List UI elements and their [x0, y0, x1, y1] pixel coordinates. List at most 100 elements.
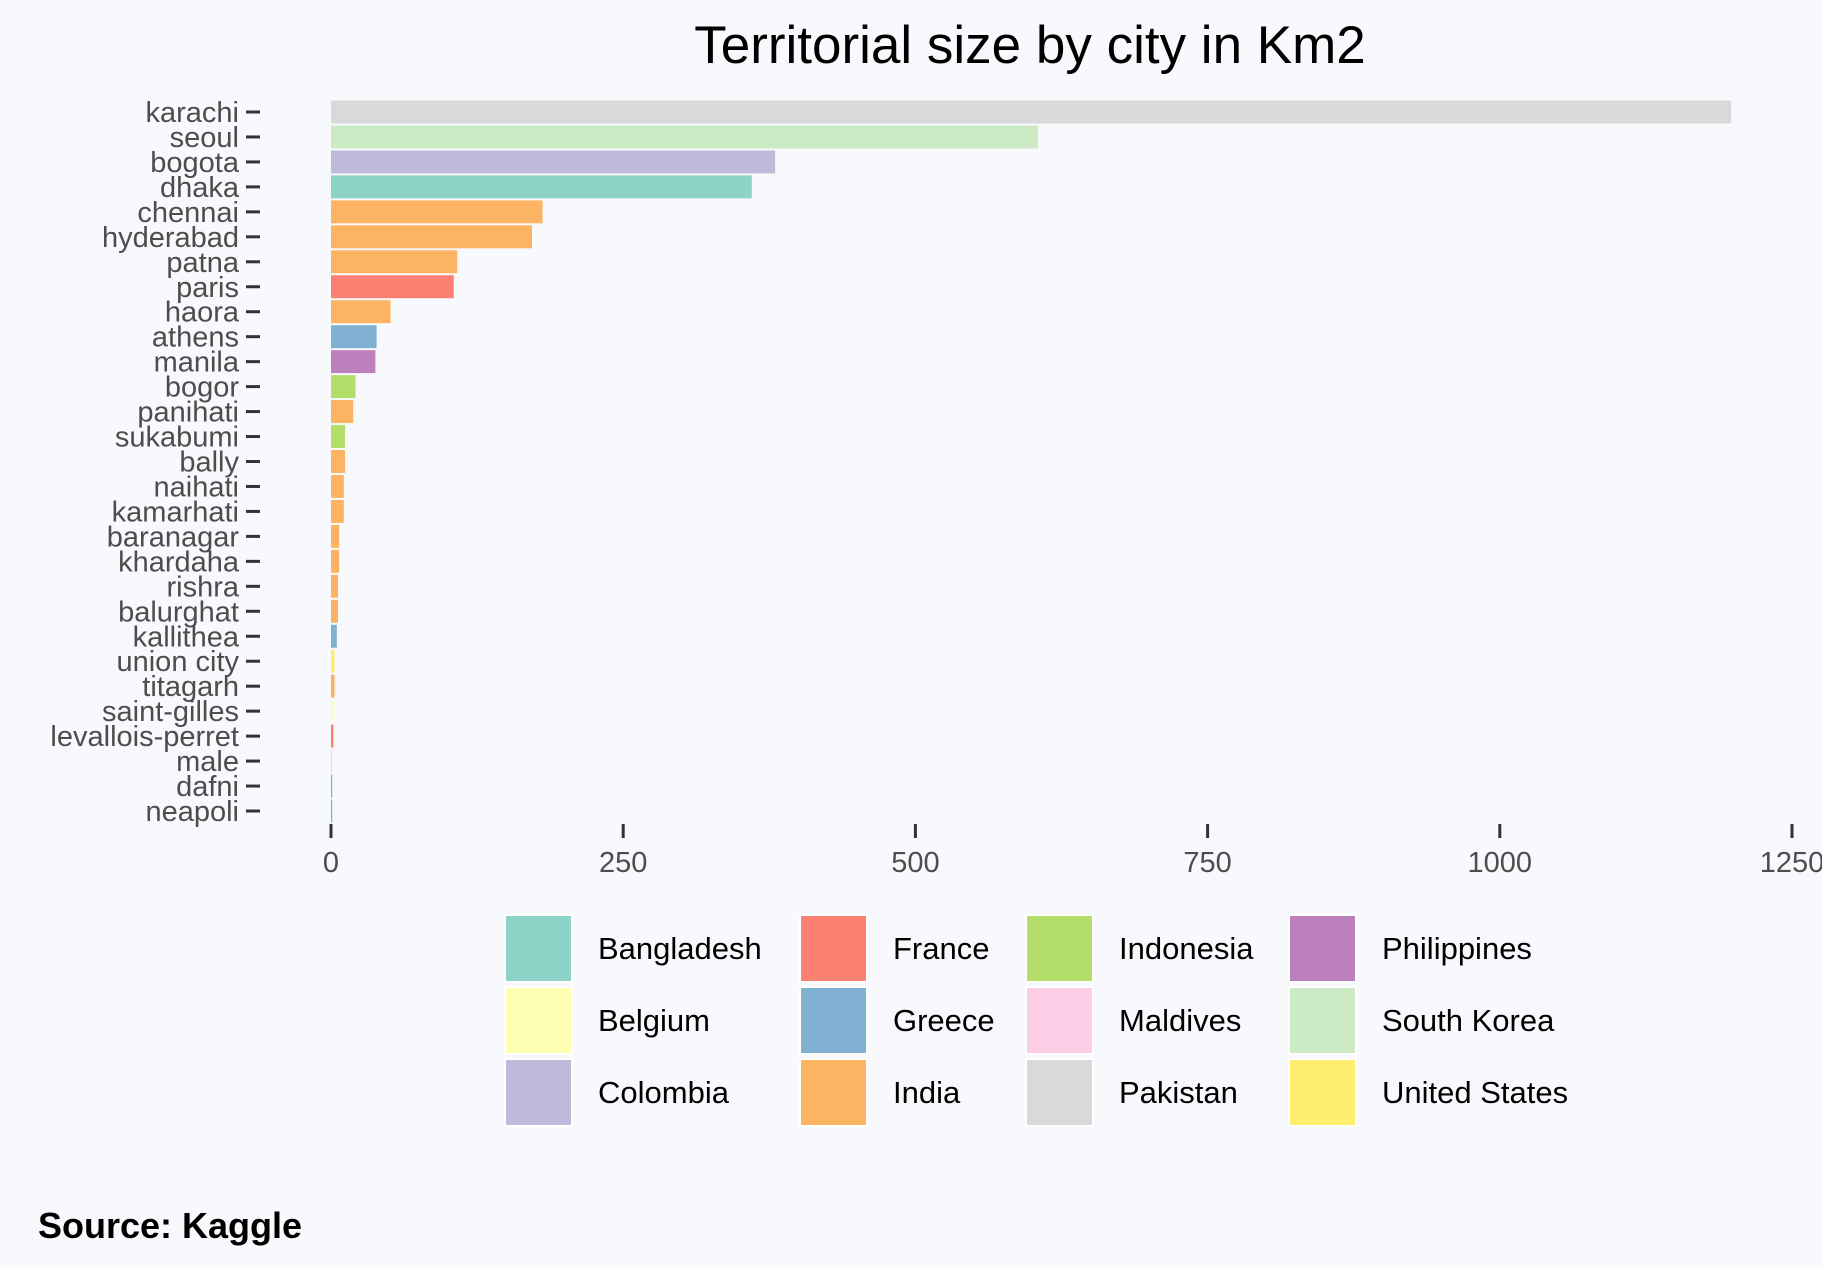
y-tick-label: levallois-perret [50, 721, 239, 753]
legend-item-indonesia: Indonesia [1025, 914, 1254, 983]
legend-label: India [893, 1075, 961, 1110]
x-tick-label: 0 [323, 847, 339, 879]
bar-naihati [331, 474, 344, 498]
legend-item-colombia: Colombia [504, 1058, 730, 1127]
bar-male [331, 749, 333, 773]
bar-rishra [331, 574, 339, 598]
legend-label: United States [1382, 1075, 1568, 1110]
y-tick-label: karachi [146, 97, 240, 129]
bar-manila [331, 350, 376, 374]
bars-layer [331, 100, 1732, 823]
bar-baranagar [331, 524, 340, 548]
legend-swatch [504, 914, 573, 983]
y-tick-label: kallithea [133, 621, 240, 653]
legend-swatch [799, 914, 868, 983]
bar-khardaha [331, 549, 340, 573]
bar-chennai [331, 200, 543, 224]
y-axis: karachiseoulbogotadhakachennaihyderabadp… [50, 97, 260, 828]
bar-kamarhati [331, 499, 344, 523]
y-tick-label: bally [179, 447, 239, 479]
legend-item-south-korea: South Korea [1288, 986, 1555, 1055]
chart-caption: Source: Kaggle [38, 1205, 302, 1246]
legend-label: Maldives [1119, 1003, 1241, 1038]
y-tick-label: dafni [176, 771, 239, 803]
legend-label: Greece [893, 1003, 995, 1038]
legend-swatch [504, 1058, 573, 1127]
x-tick-label: 1000 [1468, 847, 1533, 879]
chart-title: Territorial size by city in Km2 [694, 16, 1366, 75]
y-tick-label: haora [165, 297, 240, 329]
legend-item-pakistan: Pakistan [1025, 1058, 1238, 1127]
y-tick-label: bogota [150, 147, 240, 179]
y-tick-label: chennai [137, 197, 239, 229]
legend-label: Bangladesh [598, 931, 762, 966]
y-tick-label: naihati [154, 471, 239, 503]
legend-label: Philippines [1382, 931, 1532, 966]
y-tick-label: baranagar [107, 521, 240, 553]
bar-bally [331, 450, 346, 473]
legend-swatch [799, 1058, 868, 1127]
y-tick-label: seoul [170, 122, 239, 154]
bar-dafni [331, 774, 333, 798]
y-tick-label: hyderabad [102, 222, 239, 254]
bar-bogota [331, 150, 776, 174]
y-tick-label: saint-gilles [102, 696, 239, 728]
y-tick-label: balurghat [118, 596, 239, 628]
bar-paris [331, 275, 454, 299]
y-tick-label: patna [166, 247, 239, 279]
legend-label: Pakistan [1119, 1075, 1238, 1110]
legend-label: Colombia [598, 1075, 730, 1110]
y-tick-label: athens [152, 322, 239, 354]
legend-item-belgium: Belgium [504, 986, 710, 1055]
legend-item-india: India [799, 1058, 961, 1127]
bar-panihati [331, 400, 354, 424]
y-tick-label: sukabumi [115, 422, 239, 454]
legend-item-united-states: United States [1288, 1058, 1568, 1127]
bar-athens [331, 325, 377, 349]
bar-saint-gilles [331, 699, 334, 723]
legend-swatch [1288, 986, 1357, 1055]
legend-swatch [1025, 1058, 1094, 1127]
y-tick-label: neapoli [145, 796, 239, 828]
bar-karachi [331, 100, 1732, 124]
y-tick-label: union city [116, 646, 239, 678]
bar-balurghat [331, 599, 339, 623]
x-tick-label: 750 [1183, 847, 1231, 879]
bar-hyderabad [331, 225, 533, 249]
y-tick-label: manila [154, 347, 240, 379]
legend-item-bangladesh: Bangladesh [504, 914, 762, 983]
bar-levallois-perret [331, 724, 334, 748]
y-tick-label: titagarh [142, 671, 239, 703]
bar-neapoli [331, 799, 333, 823]
y-tick-label: khardaha [118, 546, 240, 578]
legend-swatch [1025, 914, 1094, 983]
legend-label: France [893, 931, 989, 966]
y-tick-label: dhaka [160, 172, 240, 204]
bar-haora [331, 300, 391, 324]
legend-label: Belgium [598, 1003, 710, 1038]
x-tick-label: 1250 [1760, 847, 1822, 879]
x-tick-label: 500 [891, 847, 939, 879]
bar-patna [331, 250, 458, 274]
legend-swatch [1288, 1058, 1357, 1127]
y-tick-label: male [176, 746, 239, 778]
legend-swatch [1288, 914, 1357, 983]
bar-dhaka [331, 175, 752, 199]
legend-label: South Korea [1382, 1003, 1555, 1038]
legend-swatch [1025, 986, 1094, 1055]
bar-sukabumi [331, 425, 346, 449]
bar-bogor [331, 375, 356, 399]
y-tick-label: rishra [166, 571, 239, 603]
bar-kallithea [331, 624, 337, 648]
legend-swatch [799, 986, 868, 1055]
legend-swatch [504, 986, 573, 1055]
legend-item-france: France [799, 914, 989, 983]
legend-item-maldives: Maldives [1025, 986, 1241, 1055]
bar-union-city [331, 649, 335, 673]
legend-item-philippines: Philippines [1288, 914, 1532, 983]
legend: Bangladesh Belgium Colombia France Greece Ind… [504, 914, 1568, 1127]
x-axis: 0 250 500 750 1000 1250 [323, 824, 1822, 879]
x-tick-label: 250 [599, 847, 647, 879]
